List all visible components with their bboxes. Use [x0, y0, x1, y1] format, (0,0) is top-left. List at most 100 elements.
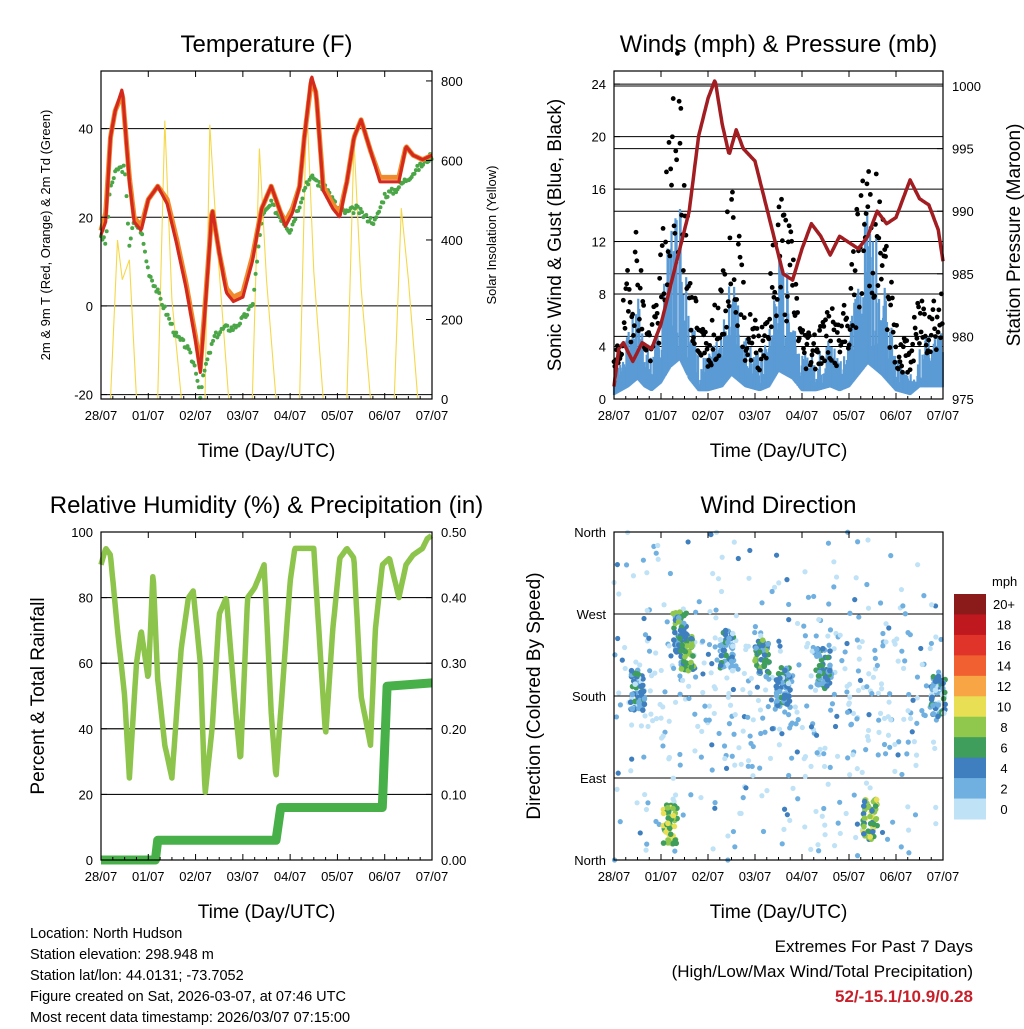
wind-direction-point — [776, 742, 782, 748]
wind-direction-point — [786, 601, 792, 608]
gust-point — [715, 305, 721, 311]
gust-point — [866, 169, 872, 174]
gust-point — [660, 225, 666, 231]
x-tick-label: 06/07 — [368, 408, 401, 423]
wind-direction-point — [616, 591, 622, 597]
y2-tick-label: 0.40 — [441, 591, 466, 606]
wind-direction-point — [650, 718, 656, 724]
wind-direction-point — [757, 765, 763, 771]
gust-point — [671, 223, 677, 229]
wind-cluster-point — [640, 707, 646, 713]
gust-point — [627, 299, 633, 305]
panel-title: Wind Direction — [700, 492, 856, 519]
dewpoint-point — [300, 196, 305, 201]
dewpoint-point — [225, 323, 230, 328]
y-tick-label: 20 — [79, 210, 93, 225]
gust-point — [809, 352, 815, 358]
gust-point — [929, 316, 935, 322]
wind-direction-point — [696, 599, 702, 605]
gust-point — [884, 243, 889, 249]
colorbar-swatch — [954, 634, 986, 656]
wind-direction-point — [712, 644, 718, 650]
gust-point — [888, 302, 894, 308]
wind-cluster-point — [636, 701, 643, 707]
wind-direction-point — [695, 723, 701, 729]
wind-cluster-point — [761, 652, 768, 658]
dewpoint-point — [110, 180, 115, 185]
wind-direction-point — [716, 730, 722, 737]
wind-cluster-point — [867, 813, 873, 820]
wind-cluster-point — [660, 840, 667, 846]
wind-direction-point — [814, 750, 820, 756]
wind-direction-point — [822, 745, 828, 751]
gust-point — [863, 211, 869, 216]
wind-direction-point — [865, 537, 871, 543]
gust-point — [723, 308, 729, 314]
dewpoint-point — [299, 200, 304, 205]
wind-direction-point — [715, 576, 722, 582]
wind-direction-point — [653, 550, 659, 556]
wind-direction-point — [629, 756, 635, 762]
gust-point — [825, 350, 831, 355]
gust-point — [823, 317, 828, 323]
wind-direction-point — [932, 603, 939, 609]
wind-direction-point — [827, 627, 834, 633]
wind-direction-point — [730, 686, 736, 693]
x-tick-label: 02/07 — [692, 869, 725, 884]
wind-direction-point — [644, 841, 650, 847]
gust-point — [688, 327, 694, 333]
wind-direction-point — [738, 761, 744, 767]
gust-point — [622, 325, 628, 331]
wind-cluster-point — [870, 828, 876, 835]
colorbar-swatch — [954, 696, 986, 718]
wind-direction-point — [614, 786, 620, 792]
wind-cluster-point — [786, 693, 792, 700]
wind-direction-point — [787, 817, 793, 824]
wind-direction-point — [700, 689, 706, 696]
wind-cluster-point — [726, 635, 732, 642]
y-tick-label: 100 — [71, 525, 93, 540]
wind-direction-point — [837, 830, 843, 837]
wind-direction-point — [685, 539, 691, 545]
dewpoint-point — [142, 249, 147, 254]
gust-point — [879, 263, 885, 268]
wind-direction-point — [901, 716, 907, 722]
gust-point — [677, 140, 683, 146]
wind-direction-point — [932, 745, 938, 752]
wind-direction-point — [623, 562, 630, 568]
wind-direction-point — [740, 686, 746, 693]
dewpoint-point — [218, 330, 223, 335]
wind-direction-point — [712, 635, 718, 641]
y2-tick-label: 995 — [952, 142, 974, 157]
gust-point — [735, 323, 740, 329]
gust-point — [649, 322, 655, 327]
gust-point — [794, 295, 800, 301]
wind-direction-point — [686, 683, 692, 689]
wind-cluster-point — [932, 687, 939, 693]
wind-direction-point — [792, 704, 798, 710]
x-tick-label: 07/07 — [416, 869, 449, 884]
wind-cluster-point — [722, 627, 729, 634]
x-tick-label: 28/07 — [85, 408, 118, 423]
wind-direction-point — [815, 842, 821, 848]
extremes-value: 52/-15.1/10.9/0.28 — [834, 987, 973, 1006]
wind-direction-point — [870, 674, 877, 680]
x-tick-label: 01/07 — [132, 869, 165, 884]
wind-cluster-point — [930, 702, 936, 709]
dewpoint-point — [165, 312, 170, 317]
wind-direction-point — [829, 701, 836, 707]
dewpoint-point — [201, 373, 206, 378]
gust-point — [779, 238, 785, 244]
dewpoint-point — [396, 185, 401, 190]
colorbar-label: 18 — [997, 618, 1011, 633]
y2-tick-label: 1000 — [952, 79, 981, 94]
wind-cluster-point — [761, 663, 768, 670]
wind-direction-point — [732, 844, 738, 850]
dewpoint-point — [382, 191, 387, 196]
dewpoint-point — [123, 172, 128, 177]
gust-point — [914, 335, 920, 341]
wind-direction-point — [771, 584, 778, 590]
wind-cluster-point — [641, 696, 648, 702]
wind-direction-point — [718, 588, 725, 595]
y-tick-label: 0 — [86, 299, 93, 314]
